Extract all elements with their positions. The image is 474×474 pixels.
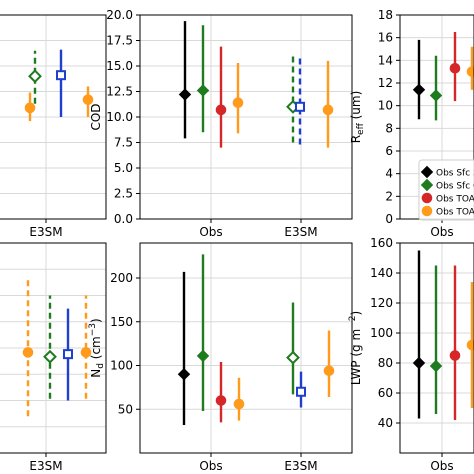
y-tick-label: 12.5 bbox=[106, 85, 133, 99]
data-point-blue bbox=[56, 70, 66, 81]
y-axis-label: LWP (g m−2) bbox=[348, 311, 363, 385]
data-point-orange bbox=[322, 104, 334, 116]
data-point-orange bbox=[323, 365, 335, 377]
legend-marker-black bbox=[420, 165, 434, 179]
data-point-orange bbox=[24, 102, 36, 114]
chart-panel-4: E3SM bbox=[0, 242, 107, 473]
legend-marker-green bbox=[420, 178, 434, 192]
axes-frame bbox=[139, 242, 353, 454]
y-tick-label: 8 bbox=[385, 121, 393, 135]
legend-marker-orange bbox=[421, 205, 433, 217]
legend-box bbox=[418, 159, 474, 221]
y-tick-label: 200 bbox=[110, 271, 133, 285]
y-tick-label: 7.5 bbox=[114, 136, 133, 150]
data-point-green bbox=[196, 84, 210, 97]
y-tick-label: 50 bbox=[118, 402, 133, 416]
data-point-green bbox=[429, 89, 443, 102]
y-tick-label: 12 bbox=[378, 76, 393, 90]
y-tick-label: 2.5 bbox=[114, 187, 133, 201]
legend-label: Obs TOA bbox=[436, 208, 474, 218]
y-tick-label: 0 bbox=[385, 212, 393, 226]
axes-frame bbox=[399, 242, 474, 454]
data-point-orange bbox=[22, 347, 34, 358]
panel-plot-area bbox=[140, 243, 352, 453]
legend-label: Obs Sfc 6 bbox=[436, 182, 474, 192]
y-tick-label: 120 bbox=[370, 296, 393, 310]
panel-plot-area bbox=[0, 243, 106, 453]
y-tick-label: 150 bbox=[110, 315, 133, 329]
y-tick-label: 14 bbox=[378, 53, 393, 67]
data-point-red bbox=[449, 62, 461, 74]
y-tick-label: 6 bbox=[385, 144, 393, 158]
chart-panel-2: 0.0 2.5 5.0 7.5 10.0 12.5 15.0 17.5 20.0 Obs E3SM C… bbox=[89, 8, 353, 239]
y-tick-label: 60 bbox=[378, 386, 393, 400]
y-tick-label: 100 bbox=[370, 326, 393, 340]
y-tick-label: 40 bbox=[378, 416, 393, 430]
data-point-blue bbox=[295, 101, 305, 112]
chart-panel-1: E3SM bbox=[0, 14, 107, 239]
data-point-orange bbox=[233, 398, 245, 410]
y-tick-label: 10 bbox=[378, 99, 393, 113]
data-point-red bbox=[215, 104, 227, 116]
chart-panel-5: 50 100 150 200 Obs E3SM Nd (cm−3) bbox=[88, 242, 353, 473]
y-tick-label: 16 bbox=[378, 31, 393, 45]
panel-plot-area bbox=[0, 15, 106, 219]
axes-frame bbox=[0, 242, 107, 454]
data-point-green bbox=[429, 359, 443, 373]
data-point-orange bbox=[466, 339, 474, 351]
panel-plot-area bbox=[400, 15, 474, 219]
data-point-red bbox=[215, 395, 227, 406]
legend-label: Obs Sfc 5 bbox=[436, 169, 474, 179]
legend: Obs Sfc 5 Obs Sfc 6 Obs TOA Obs TOA bbox=[418, 159, 474, 221]
y-axis-label: COD bbox=[89, 103, 103, 130]
panel-plot-area bbox=[400, 243, 474, 453]
y-tick-label: 15.0 bbox=[106, 59, 133, 73]
x-tick-label: E3SM bbox=[29, 459, 62, 473]
y-tick-label: 10.0 bbox=[106, 110, 133, 124]
x-tick-label: E3SM bbox=[284, 225, 317, 239]
data-point-green bbox=[286, 350, 300, 365]
data-point-red bbox=[449, 350, 461, 361]
y-tick-label: 140 bbox=[370, 266, 393, 280]
data-point-blue bbox=[63, 349, 73, 360]
data-point-black bbox=[412, 356, 426, 370]
x-tick-label: E3SM bbox=[284, 459, 317, 473]
y-tick-label: 80 bbox=[378, 356, 393, 370]
legend-label: Obs TOA bbox=[436, 195, 474, 205]
y-tick-label: 0.0 bbox=[114, 212, 133, 226]
data-point-orange bbox=[232, 97, 244, 109]
y-tick-label: 5.0 bbox=[114, 161, 133, 175]
data-point-black bbox=[412, 83, 426, 97]
x-tick-label: Obs bbox=[199, 459, 222, 473]
y-tick-label: 4 bbox=[385, 167, 393, 181]
data-point-green bbox=[43, 349, 57, 364]
panel-plot-area bbox=[140, 15, 352, 219]
data-point-black bbox=[177, 368, 191, 381]
data-point-orange bbox=[80, 347, 92, 358]
chart-panel-6: 40 60 80 100 120 140 160 Obs LWP (g m−2) bbox=[348, 236, 474, 473]
y-axis-label: Reff (um) bbox=[349, 91, 366, 144]
data-point-blue bbox=[296, 386, 306, 397]
x-tick-label: E3SM bbox=[29, 225, 62, 239]
data-point-green bbox=[196, 349, 210, 363]
y-tick-label: 160 bbox=[370, 236, 393, 250]
legend-marker-red bbox=[421, 192, 433, 204]
y-tick-label: 2 bbox=[385, 189, 393, 203]
y-tick-label: 18 bbox=[378, 8, 393, 22]
data-point-orange bbox=[466, 66, 474, 77]
x-tick-label: Obs bbox=[430, 459, 453, 473]
data-point-black bbox=[178, 88, 192, 101]
y-tick-label: 17.5 bbox=[106, 34, 133, 48]
y-tick-label: 20.0 bbox=[106, 8, 133, 22]
axes-frame bbox=[0, 14, 107, 220]
x-tick-label: Obs bbox=[199, 225, 222, 239]
y-axis-label: Nd (cm−3) bbox=[88, 318, 106, 377]
data-point-orange bbox=[82, 94, 94, 105]
data-point-green bbox=[28, 69, 42, 84]
x-tick-label: Obs bbox=[430, 225, 453, 239]
y-tick-label: 100 bbox=[110, 359, 133, 373]
